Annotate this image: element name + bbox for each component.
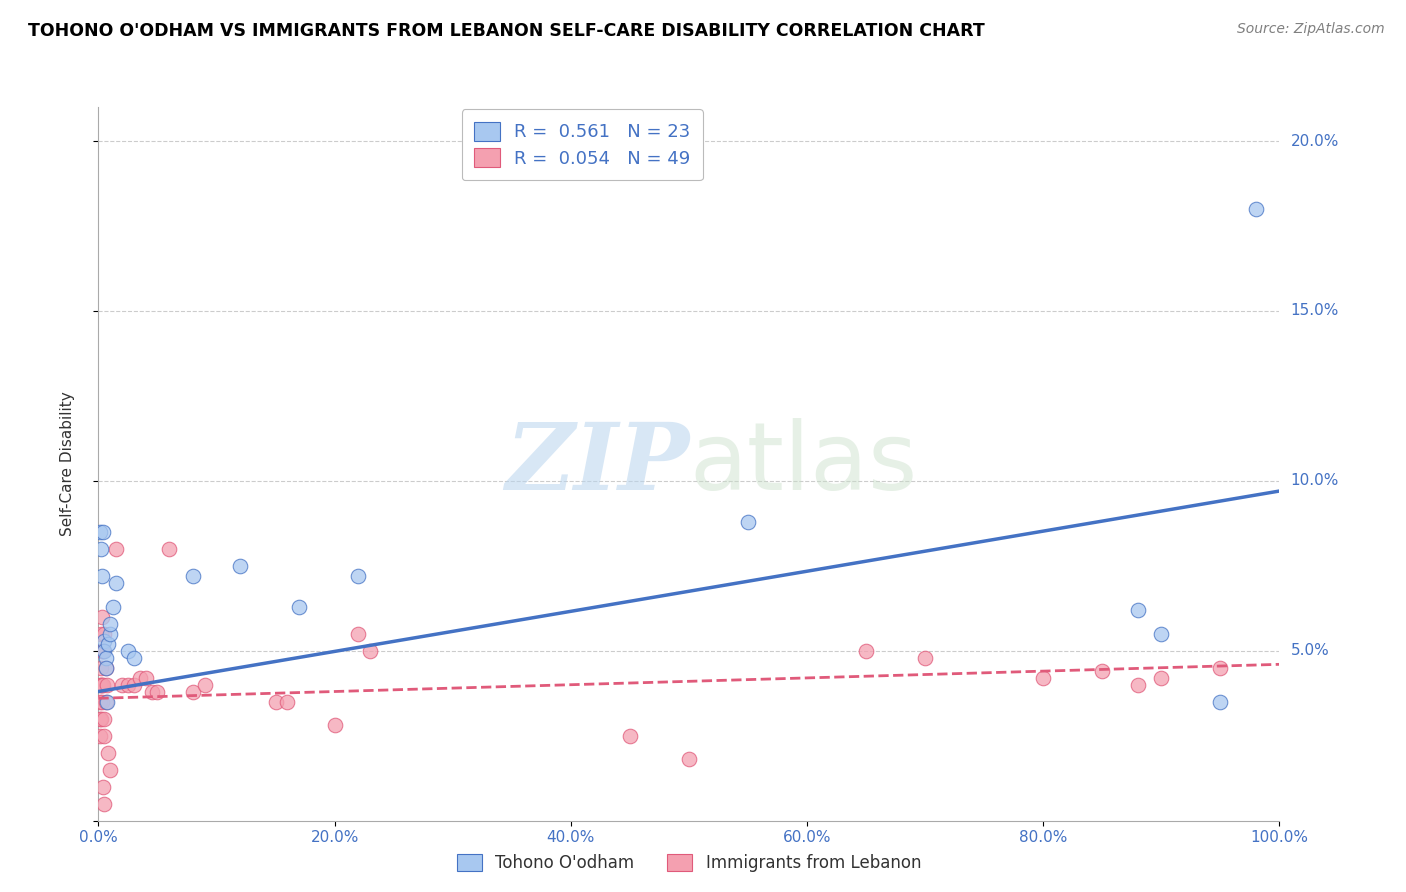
Point bbox=[1126, 603, 1149, 617]
Point bbox=[914, 650, 936, 665]
Point bbox=[122, 650, 145, 665]
Point bbox=[94, 650, 117, 665]
Point bbox=[1209, 661, 1232, 675]
Point bbox=[98, 616, 121, 631]
Point bbox=[93, 797, 115, 811]
Point bbox=[91, 644, 114, 658]
Point bbox=[89, 678, 111, 692]
Point bbox=[135, 671, 157, 685]
Point bbox=[678, 752, 700, 766]
Point bbox=[181, 569, 204, 583]
Point bbox=[96, 695, 118, 709]
Point bbox=[1150, 671, 1173, 685]
Point bbox=[1126, 678, 1149, 692]
Point bbox=[90, 678, 112, 692]
Point bbox=[1209, 695, 1232, 709]
Point bbox=[93, 644, 115, 658]
Point bbox=[229, 558, 252, 573]
Point bbox=[90, 712, 112, 726]
Point bbox=[93, 729, 115, 743]
Point bbox=[128, 671, 150, 685]
Text: Source: ZipAtlas.com: Source: ZipAtlas.com bbox=[1237, 22, 1385, 37]
Point bbox=[89, 524, 111, 539]
Point bbox=[91, 569, 114, 583]
Point bbox=[96, 678, 118, 692]
Point bbox=[141, 684, 163, 698]
Point bbox=[93, 626, 115, 640]
Point bbox=[105, 541, 128, 556]
Point bbox=[1244, 202, 1267, 216]
Text: ZIP: ZIP bbox=[505, 419, 689, 508]
Point bbox=[91, 780, 114, 794]
Point bbox=[117, 678, 139, 692]
Point bbox=[91, 678, 114, 692]
Point bbox=[91, 695, 114, 709]
Text: atlas: atlas bbox=[689, 417, 917, 510]
Point bbox=[91, 609, 114, 624]
Point bbox=[347, 626, 370, 640]
Point bbox=[91, 678, 114, 692]
Text: 15.0%: 15.0% bbox=[1291, 303, 1339, 318]
Point bbox=[91, 524, 114, 539]
Point bbox=[89, 729, 111, 743]
Point bbox=[122, 678, 145, 692]
Point bbox=[90, 661, 112, 675]
Point bbox=[1091, 664, 1114, 678]
Text: 5.0%: 5.0% bbox=[1291, 643, 1329, 658]
Point bbox=[619, 729, 641, 743]
Point bbox=[91, 644, 114, 658]
Point bbox=[111, 678, 134, 692]
Point bbox=[94, 661, 117, 675]
Legend: Tohono O'odham, Immigrants from Lebanon: Tohono O'odham, Immigrants from Lebanon bbox=[449, 846, 929, 880]
Point bbox=[323, 718, 346, 732]
Point bbox=[117, 644, 139, 658]
Point bbox=[347, 569, 370, 583]
Point bbox=[97, 746, 120, 760]
Text: 10.0%: 10.0% bbox=[1291, 474, 1339, 488]
Point bbox=[90, 626, 112, 640]
Point bbox=[101, 599, 124, 614]
Point bbox=[855, 644, 877, 658]
Point bbox=[105, 575, 128, 590]
Point bbox=[1032, 671, 1054, 685]
Point bbox=[194, 678, 217, 692]
Point bbox=[1150, 626, 1173, 640]
Point bbox=[276, 695, 298, 709]
Point bbox=[146, 684, 169, 698]
Point bbox=[98, 626, 121, 640]
Point bbox=[89, 695, 111, 709]
Point bbox=[93, 633, 115, 648]
Point bbox=[97, 637, 120, 651]
Point bbox=[90, 541, 112, 556]
Point bbox=[288, 599, 311, 614]
Text: 20.0%: 20.0% bbox=[1291, 134, 1339, 149]
Y-axis label: Self-Care Disability: Self-Care Disability bbox=[60, 392, 75, 536]
Point bbox=[94, 695, 117, 709]
Point bbox=[89, 712, 111, 726]
Point bbox=[157, 541, 180, 556]
Point bbox=[181, 684, 204, 698]
Point bbox=[93, 712, 115, 726]
Point bbox=[264, 695, 287, 709]
Point bbox=[737, 515, 759, 529]
Text: TOHONO O'ODHAM VS IMMIGRANTS FROM LEBANON SELF-CARE DISABILITY CORRELATION CHART: TOHONO O'ODHAM VS IMMIGRANTS FROM LEBANO… bbox=[28, 22, 984, 40]
Point bbox=[94, 661, 117, 675]
Point bbox=[98, 763, 121, 777]
Point bbox=[359, 644, 381, 658]
